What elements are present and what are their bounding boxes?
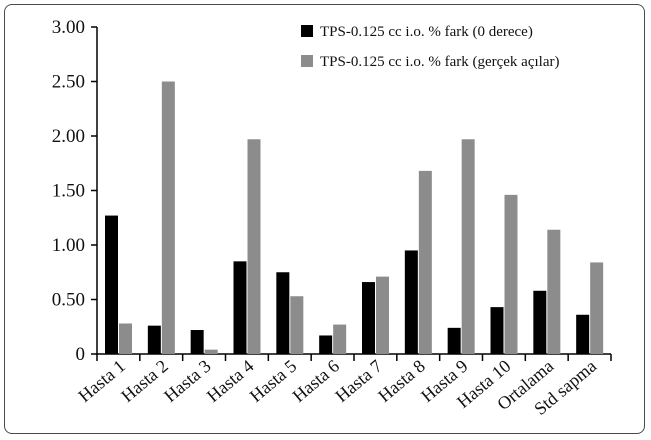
x-category-label: Hasta 8 [374,356,429,406]
bar-series-1-hasta-4 [233,261,247,354]
legend-label-series-1: TPS-0.125 cc i.o. % fark (0 derece) [320,24,533,40]
bar-series-1-hasta-7 [362,282,375,354]
bar-series-2-hasta-6 [333,324,347,354]
x-category-label: Hasta 6 [289,356,344,406]
legend-swatch-series-1 [301,25,313,37]
bar-series-1-hasta-3 [190,330,204,354]
bar-series-2-hasta-5 [290,296,304,354]
x-category-label: Hasta 2 [117,356,172,406]
bars [105,81,604,354]
bar-series-2-ortalama [547,229,561,354]
y-tick-label: 2.00 [52,126,85,147]
bar-series-2-std-sapma [590,262,604,354]
bar-series-1-hasta-9 [447,327,461,354]
bar-series-1-hasta-6 [319,335,333,354]
bar-series-2-hasta-2 [161,81,175,354]
bar-series-1-hasta-1 [105,215,118,354]
y-tick-label: 2.50 [52,72,85,93]
bar-series-1-hasta-10 [490,307,504,354]
x-category-label: Hasta 7 [331,356,386,406]
bar-series-2-hasta-9 [461,139,475,354]
bar-series-1-ortalama [533,290,547,354]
bar-series-1-hasta-8 [404,250,418,354]
y-tick-label: 1.50 [52,181,85,202]
y-tick-label: 1.00 [52,235,85,256]
y-tick-label: 0.50 [52,290,85,311]
bar-series-2-hasta-4 [247,139,261,354]
bar-series-2-hasta-1 [119,323,132,354]
y-tick-label: 0 [76,344,86,365]
bar-series-1-hasta-2 [147,325,161,354]
legend: TPS-0.125 cc i.o. % fark (0 derece) TPS-… [301,24,559,70]
bar-series-1-std-sapma [576,314,590,354]
legend-label-series-2: TPS-0.125 cc i.o. % fark (gerçek açılar) [320,54,559,70]
bar-series-1-hasta-5 [276,272,290,354]
bar-series-2-hasta-3 [204,349,218,354]
y-tick-label: 3.00 [52,17,85,38]
x-category-label: Hasta 3 [160,356,215,406]
x-category-label: Hasta 5 [246,356,301,406]
legend-swatch-series-2 [301,55,313,67]
bar-series-2-hasta-10 [504,194,518,354]
y-ticks: 3.00 2.50 2.00 1.50 1.00 0.50 0 [52,17,97,365]
bar-series-2-hasta-7 [376,276,389,354]
x-category-label: Hasta 4 [203,356,258,406]
bar-series-2-hasta-8 [418,170,432,354]
